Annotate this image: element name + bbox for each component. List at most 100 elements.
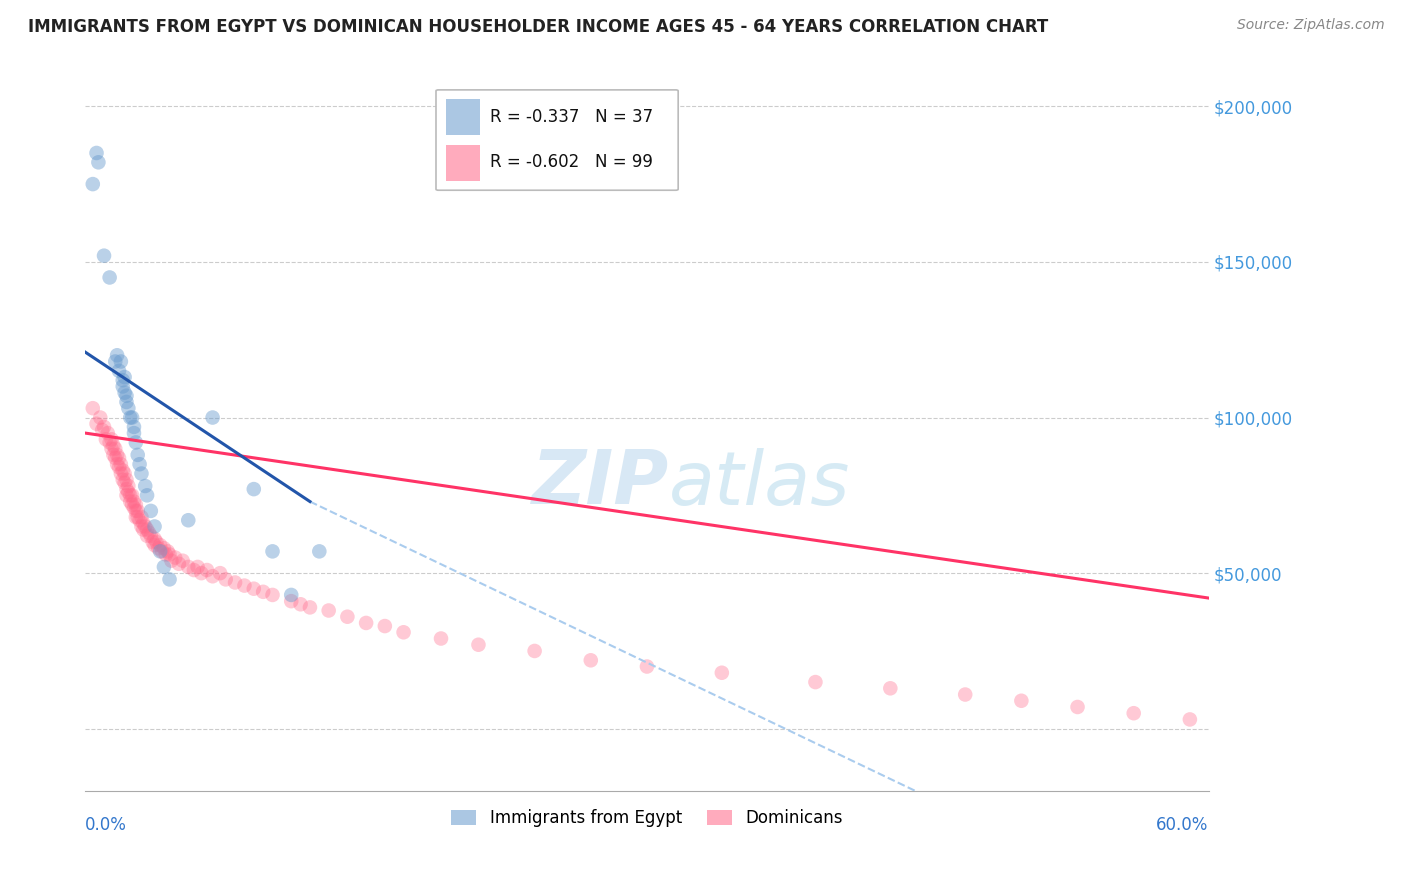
Point	[110, 467, 132, 481]
Text: IMMIGRANTS FROM EGYPT VS DOMINICAN HOUSEHOLDER INCOME AGES 45 - 64 YEARS CORRELA: IMMIGRANTS FROM EGYPT VS DOMINICAN HOUSE…	[28, 18, 1049, 36]
Point	[183, 563, 205, 577]
Point	[1178, 713, 1201, 727]
Point	[121, 488, 143, 502]
Point	[1066, 700, 1088, 714]
Point	[93, 249, 115, 263]
Text: atlas: atlas	[669, 448, 851, 520]
Point	[108, 364, 131, 378]
Point	[125, 504, 148, 518]
Point	[125, 498, 148, 512]
Point	[117, 401, 139, 416]
Point	[167, 557, 190, 571]
Point	[131, 519, 153, 533]
Point	[710, 665, 733, 680]
Point	[336, 609, 359, 624]
Point	[104, 450, 127, 465]
Point	[177, 513, 200, 527]
Point	[374, 619, 396, 633]
Text: Source: ZipAtlas.com: Source: ZipAtlas.com	[1237, 18, 1385, 32]
Point	[215, 573, 238, 587]
Point	[1010, 694, 1032, 708]
Point	[201, 410, 224, 425]
Point	[127, 504, 149, 518]
Point	[177, 560, 200, 574]
Point	[89, 410, 111, 425]
Point	[136, 529, 159, 543]
Point	[115, 482, 138, 496]
Point	[127, 510, 149, 524]
Point	[143, 532, 166, 546]
Point	[138, 525, 160, 540]
Point	[114, 467, 136, 481]
Point	[143, 519, 166, 533]
Point	[105, 448, 128, 462]
Point	[103, 448, 125, 462]
Point	[172, 554, 194, 568]
Point	[132, 523, 155, 537]
Point	[308, 544, 330, 558]
Point	[121, 498, 143, 512]
Point	[290, 597, 312, 611]
Point	[91, 423, 114, 437]
Point	[128, 513, 150, 527]
Point	[100, 433, 122, 447]
Point	[195, 563, 218, 577]
Point	[243, 482, 266, 496]
Text: 0.0%: 0.0%	[86, 816, 127, 834]
Point	[132, 516, 155, 531]
Point	[104, 354, 127, 368]
Point	[115, 389, 138, 403]
Point	[110, 354, 132, 368]
Point	[115, 473, 138, 487]
Point	[148, 541, 170, 556]
Point	[153, 560, 176, 574]
Point	[86, 417, 108, 431]
Point	[110, 457, 132, 471]
Point	[108, 450, 131, 465]
Point	[87, 155, 110, 169]
Point	[143, 538, 166, 552]
Point	[114, 385, 136, 400]
Point	[122, 426, 145, 441]
Point	[134, 479, 156, 493]
Point	[111, 373, 134, 387]
Point	[298, 600, 321, 615]
Point	[120, 494, 142, 508]
Point	[136, 523, 159, 537]
Point	[128, 457, 150, 471]
Point	[136, 488, 159, 502]
Point	[159, 573, 181, 587]
Point	[392, 625, 415, 640]
Text: ZIP: ZIP	[531, 447, 669, 520]
Point	[111, 473, 134, 487]
Point	[98, 435, 121, 450]
Point	[127, 448, 149, 462]
Point	[93, 420, 115, 434]
Point	[121, 410, 143, 425]
Point	[117, 485, 139, 500]
Point	[122, 420, 145, 434]
Point	[114, 475, 136, 490]
Point	[262, 544, 284, 558]
Point	[209, 566, 232, 581]
Point	[160, 554, 183, 568]
Point	[953, 688, 976, 702]
Point	[100, 442, 122, 456]
Point	[120, 410, 142, 425]
Point	[115, 395, 138, 409]
Point	[159, 548, 181, 562]
Point	[104, 442, 127, 456]
Legend: Immigrants from Egypt, Dominicans: Immigrants from Egypt, Dominicans	[444, 803, 849, 834]
Point	[243, 582, 266, 596]
Point	[879, 681, 901, 696]
Point	[142, 535, 165, 549]
Point	[82, 401, 104, 416]
Point	[105, 457, 128, 471]
Point	[122, 500, 145, 515]
Point	[262, 588, 284, 602]
Point	[156, 544, 179, 558]
Point	[139, 504, 162, 518]
Point	[252, 584, 274, 599]
Point	[636, 659, 658, 673]
Point	[120, 488, 142, 502]
